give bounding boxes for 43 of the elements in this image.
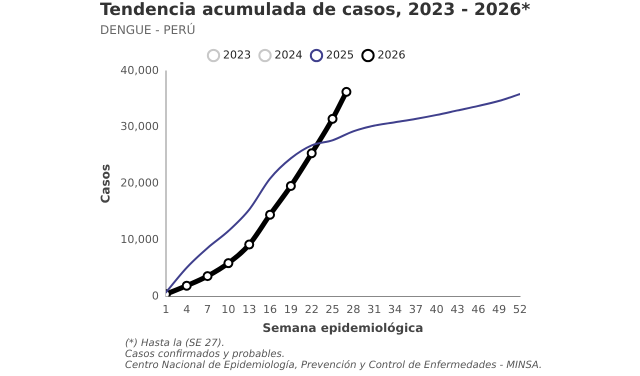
x-tick-label: 19 [284, 302, 298, 316]
x-tick-label: 52 [513, 302, 527, 316]
text: Centro Nacional de Epidemiología, Prevención y Control de Enfermedades - MINSA. [125, 360, 542, 371]
x-tick-label: 16 [263, 302, 278, 316]
x-tick-label: 1 [162, 302, 170, 316]
legend-label: 2023 [223, 48, 252, 62]
point [244, 240, 254, 250]
point [286, 180, 296, 191]
x-tick-label: 46 [471, 302, 486, 316]
x-tick-label: 31 [367, 302, 382, 316]
x-tick-label: 28 [346, 302, 360, 316]
legend-label: 2025 [326, 48, 354, 62]
x-tick-label: 34 [388, 302, 402, 316]
legend-label: 2026 [377, 48, 406, 62]
x-tick-label: 13 [242, 302, 256, 316]
x-tick-label: 10 [221, 302, 236, 316]
y-tick-label: 10,000 [120, 232, 159, 246]
point [182, 280, 192, 291]
x-tick-label: 49 [492, 302, 506, 316]
y-axis-title: Casos [98, 164, 112, 204]
text: (*) Hasta la (SE 27). [125, 338, 226, 349]
point [306, 148, 317, 158]
point [341, 86, 352, 97]
y-tick-label: 40,000 [120, 64, 159, 77]
x-tick-label: 25 [326, 302, 340, 316]
chart-subtitle: DENGUE - PERÚ [100, 23, 196, 37]
x-tick-label: 22 [304, 302, 319, 316]
x-tick-label: 43 [450, 302, 465, 316]
x-tick-label: 37 [408, 302, 423, 316]
x-tick-label: 40 [430, 302, 444, 316]
point [328, 114, 338, 124]
x-tick-label: 7 [204, 302, 212, 316]
chart-title: Tendencia acumulada de casos, 2023 - 2026* [100, 0, 530, 20]
y-tick-label: 0 [152, 289, 159, 302]
x-axis-title: Semana epidemiológica [262, 320, 424, 335]
legend-label: 2024 [274, 48, 303, 62]
text: Casos confirmados y probables. [125, 349, 286, 360]
y-tick-label: 30,000 [120, 120, 159, 134]
x-tick-label: 4 [183, 302, 190, 316]
point [202, 271, 213, 282]
y-tick-label: 20,000 [120, 176, 159, 190]
point [223, 258, 234, 268]
point [265, 210, 276, 220]
